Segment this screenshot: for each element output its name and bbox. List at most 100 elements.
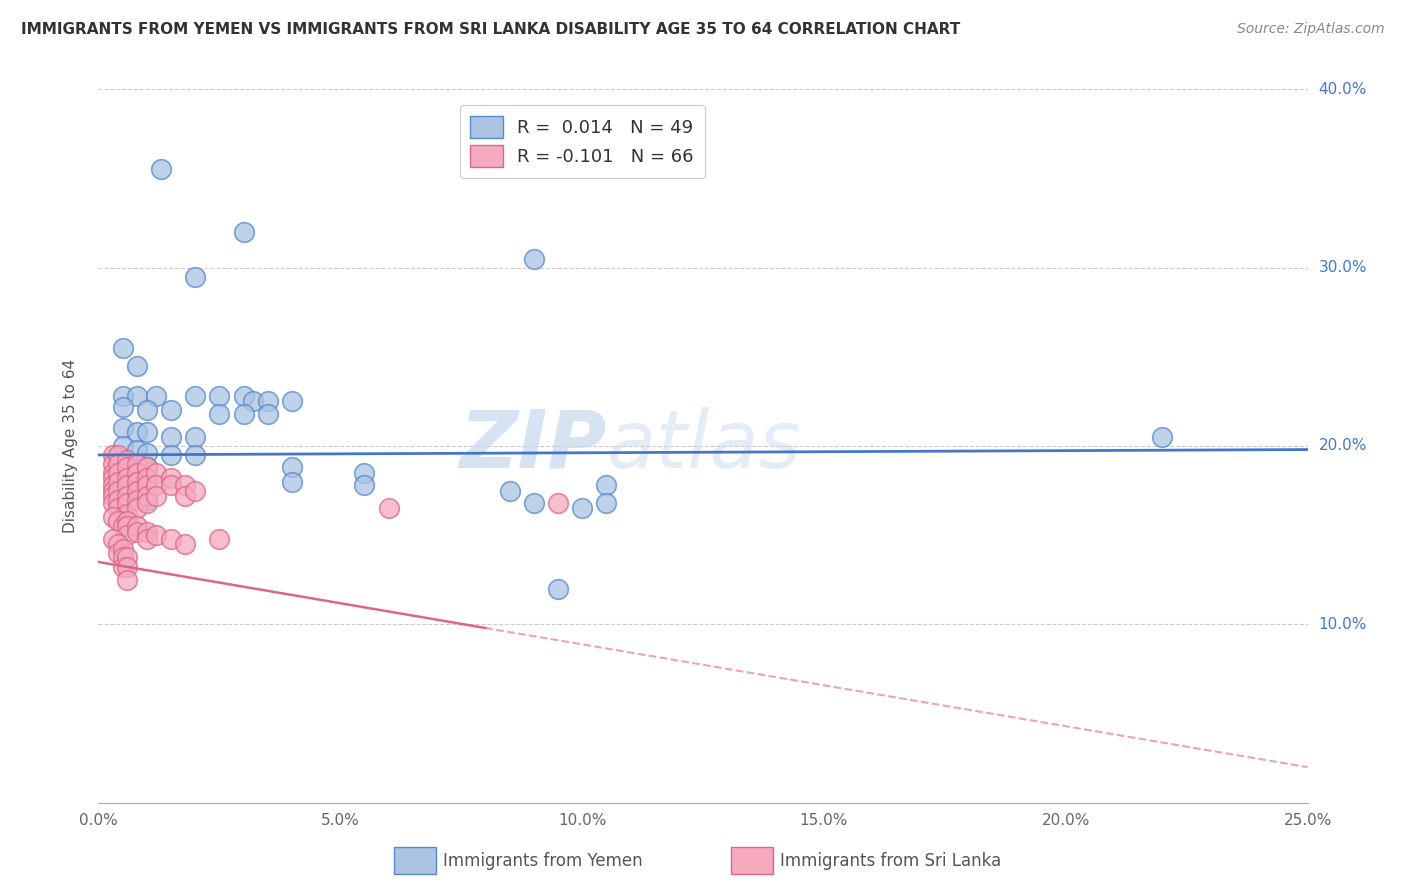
- Point: [208, 532, 231, 546]
- Point: [117, 496, 139, 510]
- Point: [107, 457, 129, 471]
- Point: [111, 439, 134, 453]
- Point: [111, 560, 134, 574]
- Point: [117, 549, 139, 564]
- Point: [1152, 430, 1174, 444]
- Point: [107, 501, 129, 516]
- Point: [127, 483, 149, 498]
- Point: [127, 389, 149, 403]
- Text: ZIP: ZIP: [458, 407, 606, 485]
- Text: 20.0%: 20.0%: [1319, 439, 1367, 453]
- Text: Source: ZipAtlas.com: Source: ZipAtlas.com: [1237, 22, 1385, 37]
- Point: [127, 501, 149, 516]
- Point: [184, 448, 207, 462]
- Point: [498, 483, 520, 498]
- Point: [111, 341, 134, 355]
- Point: [101, 532, 124, 546]
- Point: [184, 389, 207, 403]
- Point: [117, 514, 139, 528]
- Point: [117, 507, 139, 521]
- Point: [135, 425, 157, 439]
- Point: [135, 446, 157, 460]
- Point: [208, 407, 231, 421]
- Point: [135, 489, 157, 503]
- Point: [101, 510, 124, 524]
- Text: atlas: atlas: [606, 407, 801, 485]
- Y-axis label: Disability Age 35 to 64: Disability Age 35 to 64: [63, 359, 77, 533]
- Point: [107, 492, 129, 507]
- Point: [232, 225, 254, 239]
- Point: [111, 542, 134, 557]
- Point: [101, 496, 124, 510]
- Point: [595, 496, 617, 510]
- Point: [232, 407, 254, 421]
- Point: [111, 453, 134, 467]
- Text: Immigrants from Sri Lanka: Immigrants from Sri Lanka: [780, 852, 1001, 870]
- Text: 30.0%: 30.0%: [1319, 260, 1367, 275]
- Point: [111, 471, 134, 485]
- Text: Immigrants from Yemen: Immigrants from Yemen: [443, 852, 643, 870]
- Point: [160, 403, 183, 417]
- Point: [523, 496, 546, 510]
- Point: [127, 475, 149, 489]
- Point: [242, 394, 264, 409]
- Point: [117, 489, 139, 503]
- Point: [101, 471, 124, 485]
- Point: [127, 359, 149, 373]
- Point: [353, 478, 375, 492]
- Point: [145, 528, 167, 542]
- Point: [135, 478, 157, 492]
- Point: [281, 475, 304, 489]
- Point: [160, 471, 183, 485]
- Point: [107, 546, 129, 560]
- Point: [150, 162, 173, 177]
- Point: [160, 430, 183, 444]
- Point: [111, 489, 134, 503]
- Point: [111, 519, 134, 533]
- Point: [117, 573, 139, 587]
- Point: [547, 582, 569, 596]
- Point: [281, 394, 304, 409]
- Point: [111, 421, 134, 435]
- Point: [256, 394, 278, 409]
- Point: [117, 460, 139, 475]
- Point: [111, 400, 134, 414]
- Point: [232, 389, 254, 403]
- Point: [547, 496, 569, 510]
- Text: IMMIGRANTS FROM YEMEN VS IMMIGRANTS FROM SRI LANKA DISABILITY AGE 35 TO 64 CORRE: IMMIGRANTS FROM YEMEN VS IMMIGRANTS FROM…: [21, 22, 960, 37]
- Point: [145, 478, 167, 492]
- Point: [107, 448, 129, 462]
- Point: [101, 457, 124, 471]
- Point: [184, 483, 207, 498]
- Point: [184, 269, 207, 284]
- Point: [117, 519, 139, 533]
- Point: [101, 466, 124, 480]
- Point: [117, 528, 139, 542]
- Point: [160, 532, 183, 546]
- Point: [145, 466, 167, 480]
- Legend: R =  0.014   N = 49, R = -0.101   N = 66: R = 0.014 N = 49, R = -0.101 N = 66: [460, 105, 704, 178]
- Point: [117, 471, 139, 485]
- Point: [145, 389, 167, 403]
- Point: [127, 425, 149, 439]
- Point: [107, 537, 129, 551]
- Point: [117, 453, 139, 467]
- Point: [160, 478, 183, 492]
- Point: [111, 549, 134, 564]
- Point: [174, 489, 197, 503]
- Point: [127, 524, 149, 539]
- Text: 10.0%: 10.0%: [1319, 617, 1367, 632]
- Point: [377, 501, 399, 516]
- Point: [145, 489, 167, 503]
- Point: [184, 430, 207, 444]
- Point: [117, 478, 139, 492]
- Point: [117, 560, 139, 574]
- Point: [127, 466, 149, 480]
- Point: [127, 457, 149, 471]
- Point: [107, 466, 129, 480]
- Point: [101, 483, 124, 498]
- Point: [523, 252, 546, 266]
- Point: [127, 442, 149, 457]
- Point: [595, 478, 617, 492]
- Point: [135, 460, 157, 475]
